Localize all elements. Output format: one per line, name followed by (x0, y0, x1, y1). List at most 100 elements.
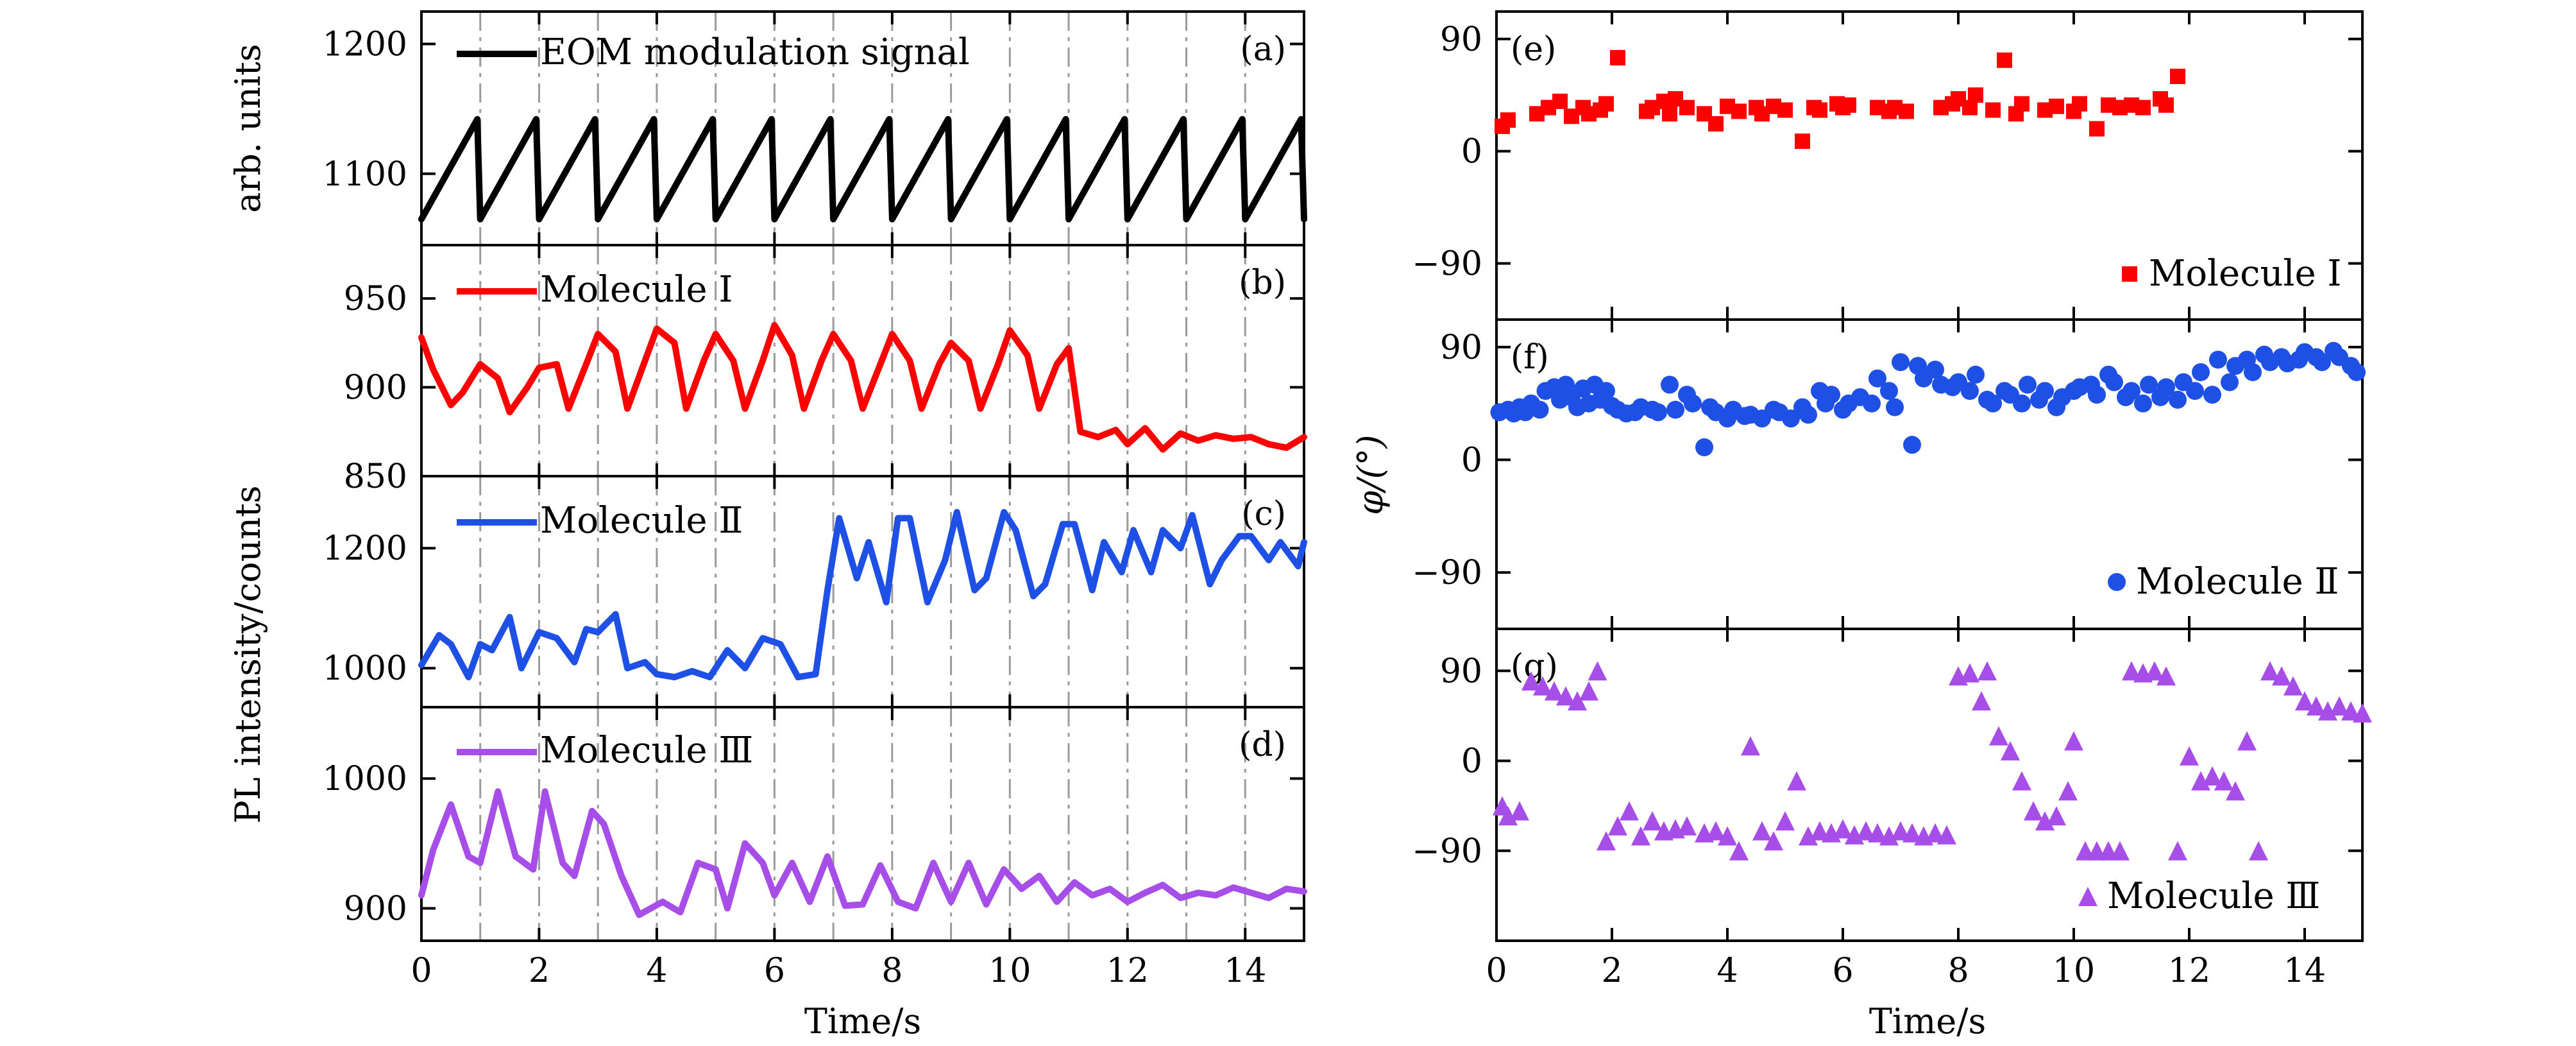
panel-a-ylabel: arb. units (228, 44, 268, 212)
panel-g-point-23 (1752, 821, 1772, 841)
panel-g-point-11 (1608, 816, 1627, 836)
panel-f-point-83 (2157, 378, 2175, 397)
panel-g-point-58 (2145, 661, 2164, 681)
right-xticks-label-2: 4 (1716, 952, 1738, 990)
panel-e-point-14 (1662, 106, 1677, 122)
panel-f-point-87 (2192, 363, 2210, 381)
right-xticks-label-7: 14 (2284, 952, 2326, 990)
left-xticks-label-5: 10 (988, 952, 1031, 990)
panel-g-point-1 (1498, 806, 1518, 826)
panel-a-ytick-label-1: 1200 (323, 26, 407, 64)
panel-e-point-39 (1968, 87, 1983, 103)
panel-g-point-26 (1787, 771, 1806, 791)
panel-g-point-24 (1764, 831, 1783, 851)
panel-f-point-66 (2013, 394, 2031, 413)
panel-f-legend-marker (2108, 573, 2126, 591)
panel-g-point-38 (1926, 823, 1945, 843)
panel-e-point-4 (1552, 93, 1568, 109)
panel-b-ytick-label-0: 850 (344, 458, 407, 496)
panel-g-point-28 (1810, 821, 1829, 841)
panel-g-point-32 (1856, 821, 1876, 841)
panel-e-label: (e) (1511, 30, 1556, 69)
panel-e-point-9 (1598, 96, 1614, 112)
panel-g-point-8 (1579, 681, 1598, 701)
panel-f-point-90 (2221, 373, 2239, 391)
panel-f-point-63 (1984, 394, 2002, 413)
panel-f-point-89 (2209, 350, 2227, 369)
panel-f-point-51 (1886, 398, 1904, 416)
panel-g-point-25 (1775, 811, 1795, 831)
panel-e-legend-label: Molecule Ⅰ (2149, 253, 2342, 295)
panel-g-point-14 (1643, 811, 1662, 831)
panel-d-series-line (418, 788, 1307, 918)
panel-e-point-34 (1899, 103, 1914, 119)
panel-f-point-88 (2203, 386, 2221, 404)
panel-g-point-64 (2214, 771, 2233, 791)
panel-f-point-86 (2186, 382, 2204, 400)
panel-g-point-50 (2058, 781, 2078, 801)
panel-g-point-10 (1597, 831, 1616, 851)
right-y-axis-label: φ/(°) (1350, 434, 1391, 515)
panel-g-point-42 (1972, 691, 1991, 711)
panel-g-point-12 (1620, 801, 1639, 821)
panel-f-point-61 (1967, 365, 1985, 384)
panel-g-point-30 (1833, 819, 1852, 839)
panel-d-frame (420, 706, 1305, 942)
panel-d-legend-label: Molecule Ⅲ (540, 730, 753, 771)
panel-g-point-75 (2341, 701, 2360, 721)
panel-g-point-13 (1631, 826, 1650, 846)
panel-e-point-27 (1812, 102, 1827, 118)
panel-d-ytick-label-1: 1000 (323, 760, 407, 798)
panel-g-point-70 (2284, 676, 2303, 696)
panel-e-point-47 (2072, 96, 2087, 112)
panel-b: 850 900 950 (b) Molecule Ⅰ (344, 244, 1307, 496)
panel-e-ytick-label-1: 0 (1461, 133, 1482, 171)
panel-g-legend-label: Molecule Ⅲ (2107, 875, 2320, 917)
panel-f-point-25 (1661, 375, 1679, 394)
panel-g-point-62 (2191, 771, 2210, 791)
panel-f-point-69 (2036, 382, 2054, 400)
panel-f-point-28 (1684, 394, 1702, 413)
panel-e-point-55 (2170, 69, 2185, 85)
panel-f-point-75 (2088, 386, 2106, 404)
panel-e-point-10 (1610, 49, 1625, 65)
panel-g-point-72 (2307, 696, 2326, 716)
right-xticks-label-6: 12 (2168, 952, 2210, 990)
panel-g-point-49 (2047, 806, 2066, 826)
panel-f-point-29 (1695, 438, 1713, 457)
panel-g-point-61 (2180, 746, 2199, 766)
panel-g-point-33 (1868, 823, 1887, 843)
panel-e-point-43 (2014, 96, 2029, 112)
panel-g-point-43 (1978, 661, 1997, 681)
panel-e-point-18 (1708, 116, 1724, 132)
panel-f-point-77 (2105, 373, 2123, 391)
panel-f-point-26 (1666, 400, 1684, 419)
panel-e-point-54 (2158, 97, 2174, 113)
panel-f-point-79 (2123, 382, 2140, 400)
panel-g-point-56 (2122, 661, 2141, 681)
panel-g-point-44 (1989, 726, 2008, 746)
panel-c-label: (c) (1241, 495, 1286, 533)
panel-e-ytick-label-2: 90 (1440, 21, 1482, 59)
left-xticks-label-1: 2 (529, 952, 550, 990)
panel-g-ytick-label-2: 90 (1440, 652, 1482, 690)
panel-d: 900 1000 (d) Molecule Ⅲ (323, 706, 1307, 942)
panel-e-point-52 (2135, 99, 2151, 116)
panel-f-point-52 (1892, 353, 1910, 372)
panel-a-label: (a) (1240, 30, 1286, 69)
panel-f-point-67 (2019, 375, 2037, 394)
left-xticks-label-6: 12 (1106, 952, 1149, 990)
panel-g-point-69 (2272, 666, 2291, 686)
left-xticks-label-7: 14 (1224, 952, 1266, 990)
panel-e-point-41 (1997, 52, 2012, 68)
panel-g-point-21 (1729, 841, 1749, 861)
panel-f-point-56 (1926, 361, 1944, 379)
panel-c-legend-label: Molecule Ⅱ (540, 500, 743, 542)
panel-f-point-84 (2169, 390, 2187, 409)
panel-g-point-63 (2203, 766, 2222, 785)
panel-g-point-4 (1533, 676, 1552, 696)
panel-f-point-44 (1822, 386, 1840, 404)
left-x-ticks: 0 2 4 6 8 10 12 14 (411, 952, 1266, 990)
